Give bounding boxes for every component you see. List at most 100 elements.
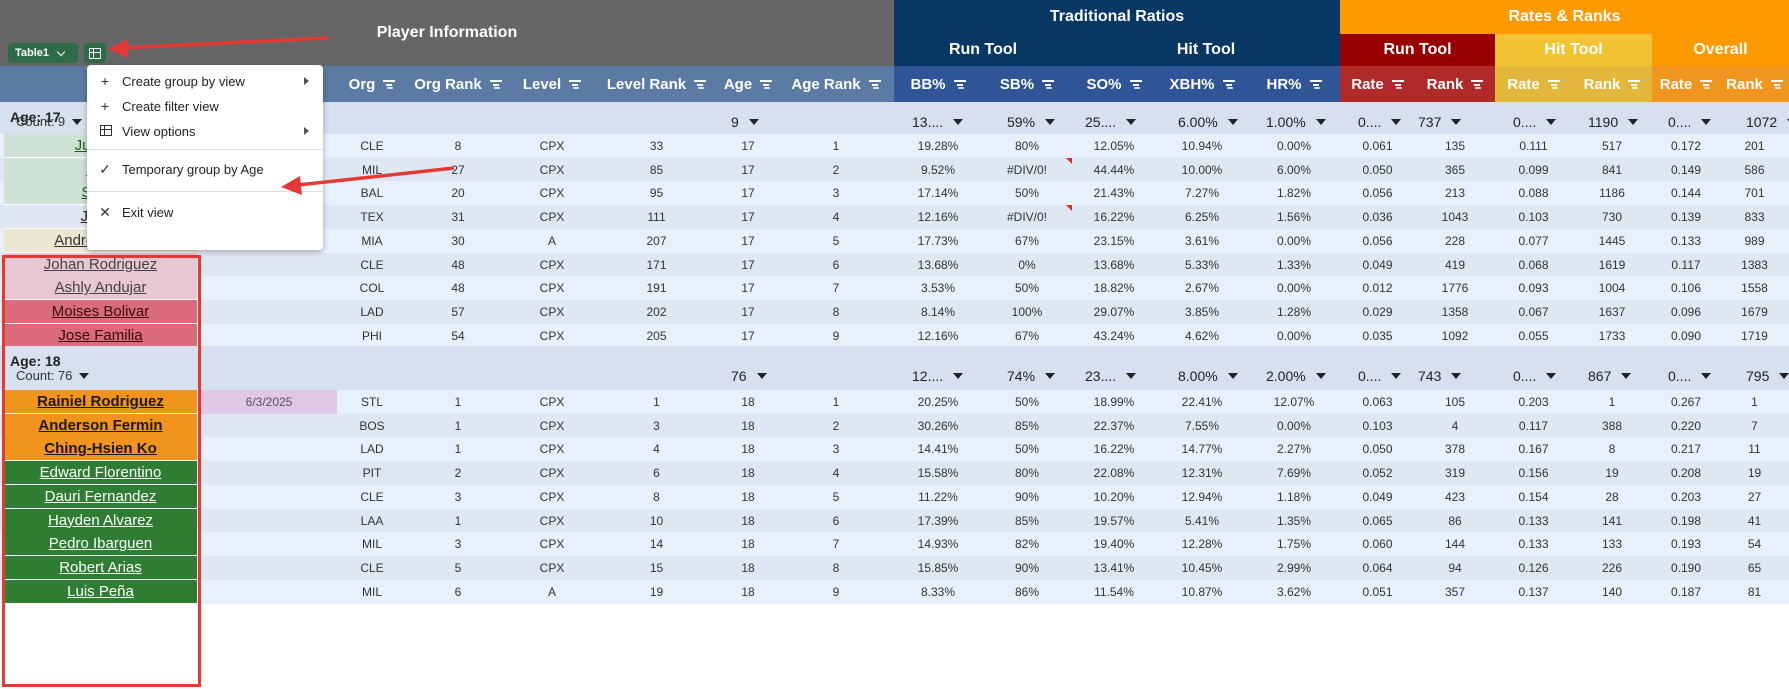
cell-run-rate[interactable]: 0.056 bbox=[1340, 181, 1415, 205]
group-aggregate-age[interactable]: 76 bbox=[731, 368, 767, 384]
cell-run-rank[interactable]: 1358 bbox=[1415, 300, 1495, 324]
table-view-button[interactable] bbox=[84, 43, 106, 63]
cell-ov-rate[interactable]: 0.144 bbox=[1652, 181, 1720, 205]
cell-run-rate[interactable]: 0.050 bbox=[1340, 437, 1415, 461]
cell-level-rank[interactable]: 202 bbox=[595, 300, 718, 324]
cell-hr[interactable]: 0.00% bbox=[1248, 324, 1340, 348]
cell-so[interactable]: 22.08% bbox=[1072, 461, 1156, 485]
group-aggregate-run-rank[interactable]: 737 bbox=[1418, 114, 1462, 130]
cell-hr[interactable]: 0.00% bbox=[1248, 229, 1340, 253]
cell-level[interactable]: A bbox=[509, 229, 595, 253]
cell-org-rank[interactable]: 54 bbox=[407, 324, 509, 348]
cell-so[interactable]: 12.05% bbox=[1072, 134, 1156, 158]
cell-sb[interactable]: 90% bbox=[982, 485, 1072, 509]
cell-so[interactable]: 19.57% bbox=[1072, 509, 1156, 533]
group-aggregate-ov-rank[interactable]: 1072 bbox=[1746, 114, 1789, 130]
cell-hit-rate[interactable]: 0.133 bbox=[1495, 509, 1572, 533]
cell-hit-rate[interactable]: 0.099 bbox=[1495, 158, 1572, 182]
cell-xbh[interactable]: 12.31% bbox=[1156, 461, 1248, 485]
cell-age-rank[interactable]: 1 bbox=[778, 134, 894, 158]
player-name-link[interactable]: Luis Peña bbox=[4, 579, 197, 604]
cell-sb[interactable]: 85% bbox=[982, 414, 1072, 438]
cell-xbh[interactable]: 5.41% bbox=[1156, 509, 1248, 533]
group-aggregate-sb[interactable]: 59% bbox=[1007, 114, 1056, 130]
table-name-chip[interactable]: Table1 bbox=[8, 43, 78, 63]
cell-bb[interactable]: 19.28% bbox=[894, 134, 982, 158]
cell-hit-rank[interactable]: 388 bbox=[1572, 414, 1652, 438]
cell-bb[interactable]: 17.14% bbox=[894, 181, 982, 205]
cell-hit-rank[interactable]: 1445 bbox=[1572, 229, 1652, 253]
player-name-link[interactable]: Robert Arias bbox=[4, 555, 197, 580]
cell-ov-rate[interactable]: 0.090 bbox=[1652, 324, 1720, 348]
cell-org-rank[interactable]: 48 bbox=[407, 276, 509, 300]
cell-hr[interactable]: 12.07% bbox=[1248, 390, 1340, 414]
cell-bb[interactable]: 9.52% bbox=[894, 158, 982, 182]
cell-level[interactable]: CPX bbox=[509, 276, 595, 300]
cell-ov-rank[interactable]: 1558 bbox=[1720, 276, 1789, 300]
cell-hit-rank[interactable]: 28 bbox=[1572, 485, 1652, 509]
cell-ov-rate[interactable]: 0.139 bbox=[1652, 205, 1720, 229]
cell-level-rank[interactable]: 6 bbox=[595, 461, 718, 485]
column-header-ov-rate[interactable]: Rate bbox=[1652, 66, 1720, 102]
cell-xbh[interactable]: 5.33% bbox=[1156, 253, 1248, 277]
cell-age[interactable]: 17 bbox=[718, 134, 778, 158]
filter-icon[interactable] bbox=[694, 79, 707, 89]
cell-org[interactable]: COL bbox=[337, 276, 407, 300]
cell-hr[interactable]: 1.75% bbox=[1248, 532, 1340, 556]
cell-sb[interactable]: 80% bbox=[982, 134, 1072, 158]
cell-sb[interactable]: 100% bbox=[982, 300, 1072, 324]
group-aggregate-sb[interactable]: 74% bbox=[1007, 368, 1056, 384]
column-header-age[interactable]: Age bbox=[718, 66, 778, 102]
group-aggregate-xbh[interactable]: 6.00% bbox=[1178, 114, 1238, 130]
cell-so[interactable]: 19.40% bbox=[1072, 532, 1156, 556]
cell-run-rank[interactable]: 135 bbox=[1415, 134, 1495, 158]
cell-so[interactable]: 18.99% bbox=[1072, 390, 1156, 414]
cell-level[interactable]: CPX bbox=[509, 390, 595, 414]
cell-sb[interactable]: 50% bbox=[982, 181, 1072, 205]
column-header-hit-rank[interactable]: Rank bbox=[1572, 66, 1652, 102]
cell-xbh[interactable]: 3.61% bbox=[1156, 229, 1248, 253]
cell-hit-rank[interactable]: 517 bbox=[1572, 134, 1652, 158]
column-header-org-rank[interactable]: Org Rank bbox=[407, 66, 509, 102]
cell-run-rank[interactable]: 319 bbox=[1415, 461, 1495, 485]
cell-age-rank[interactable]: 8 bbox=[778, 556, 894, 580]
player-name-link[interactable]: Ashly Andujar bbox=[4, 276, 197, 301]
cell-hr[interactable]: 7.69% bbox=[1248, 461, 1340, 485]
cell-xbh[interactable]: 10.45% bbox=[1156, 556, 1248, 580]
cell-hit-rate[interactable]: 0.077 bbox=[1495, 229, 1572, 253]
group-aggregate-so[interactable]: 23.... bbox=[1085, 368, 1137, 384]
player-name-link[interactable]: Ching-Hsien Ko bbox=[4, 437, 197, 462]
group-aggregate-ov-rate[interactable]: 0.... bbox=[1668, 368, 1712, 384]
cell-sb[interactable]: #DIV/0! bbox=[982, 205, 1072, 229]
cell-run-rate[interactable]: 0.065 bbox=[1340, 509, 1415, 533]
cell-age[interactable]: 17 bbox=[718, 181, 778, 205]
cell-run-rate[interactable]: 0.035 bbox=[1340, 324, 1415, 348]
cell-hit-rate[interactable]: 0.103 bbox=[1495, 205, 1572, 229]
cell-level[interactable]: CPX bbox=[509, 253, 595, 277]
cell-hit-rate[interactable]: 0.067 bbox=[1495, 300, 1572, 324]
cell-hr[interactable]: 1.33% bbox=[1248, 253, 1340, 277]
cell-age[interactable]: 17 bbox=[718, 324, 778, 348]
player-name-link[interactable]: Moises Bolivar bbox=[4, 299, 197, 324]
cell-xbh[interactable]: 14.77% bbox=[1156, 437, 1248, 461]
filter-icon[interactable] bbox=[569, 79, 582, 89]
cell-org[interactable]: LAD bbox=[337, 300, 407, 324]
cell-age[interactable]: 17 bbox=[718, 229, 778, 253]
cell-level-rank[interactable]: 207 bbox=[595, 229, 718, 253]
cell-so[interactable]: 13.68% bbox=[1072, 253, 1156, 277]
filter-icon[interactable] bbox=[868, 79, 881, 89]
cell-xbh[interactable]: 2.67% bbox=[1156, 276, 1248, 300]
cell-age[interactable]: 17 bbox=[718, 205, 778, 229]
cell-hit-rate[interactable]: 0.088 bbox=[1495, 181, 1572, 205]
cell-so[interactable]: 13.41% bbox=[1072, 556, 1156, 580]
cell-run-rank[interactable]: 94 bbox=[1415, 556, 1495, 580]
cell-level[interactable]: CPX bbox=[509, 300, 595, 324]
cell-hit-rate[interactable]: 0.133 bbox=[1495, 532, 1572, 556]
filter-icon[interactable] bbox=[1471, 79, 1484, 89]
cell-ov-rate[interactable]: 0.198 bbox=[1652, 509, 1720, 533]
cell-so[interactable]: 22.37% bbox=[1072, 414, 1156, 438]
cell-xbh[interactable]: 10.94% bbox=[1156, 134, 1248, 158]
cell-xbh[interactable]: 22.41% bbox=[1156, 390, 1248, 414]
cell-hit-rank[interactable]: 226 bbox=[1572, 556, 1652, 580]
cell-sb[interactable]: 67% bbox=[982, 324, 1072, 348]
